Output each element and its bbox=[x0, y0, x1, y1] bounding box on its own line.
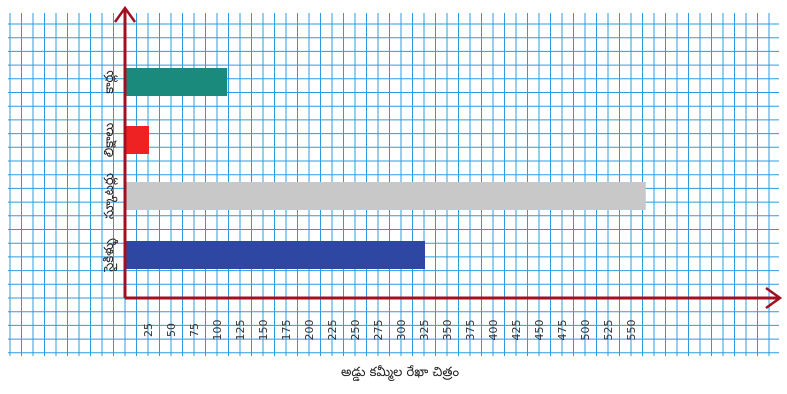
x-tick-label: 350 bbox=[441, 320, 454, 341]
category-label: సైకిళ్ళు bbox=[102, 237, 119, 272]
y-axis-arrow bbox=[113, 5, 137, 23]
x-tick-label: 375 bbox=[464, 320, 477, 341]
x-axis-arrow bbox=[765, 286, 783, 310]
x-tick-label: 425 bbox=[510, 320, 523, 341]
x-tick-label: 50 bbox=[165, 323, 178, 337]
bars bbox=[126, 68, 646, 269]
x-tick-label: 175 bbox=[280, 320, 293, 341]
x-tick-label: 525 bbox=[602, 320, 615, 341]
x-tick-label: 150 bbox=[257, 320, 270, 341]
x-tick-label: 25 bbox=[142, 323, 155, 337]
bar-1 bbox=[126, 68, 228, 96]
x-tick-label: 75 bbox=[188, 323, 201, 337]
x-tick-label: 125 bbox=[234, 320, 247, 341]
bar-3 bbox=[126, 182, 646, 210]
x-tick-label: 200 bbox=[303, 320, 316, 341]
axes bbox=[113, 5, 783, 310]
category-label: స్కూటర్లు bbox=[102, 172, 118, 219]
x-tick-label: 275 bbox=[372, 320, 385, 341]
x-tick-label: 550 bbox=[625, 320, 638, 341]
x-tick-label: 400 bbox=[487, 320, 500, 341]
x-tick-label: 475 bbox=[556, 320, 569, 341]
x-tick-label: 325 bbox=[418, 320, 431, 341]
category-label: కార్లు bbox=[102, 70, 118, 94]
x-tick-label: 250 bbox=[349, 320, 362, 341]
bar-4 bbox=[126, 241, 425, 269]
bar-2 bbox=[126, 126, 149, 154]
category-labels: కార్లు లిక్షాలు స్కూటర్లు సైకిళ్ళు bbox=[102, 70, 119, 273]
category-label: లిక్షాలు bbox=[102, 122, 117, 157]
x-axis-title: అడ్డు కమ్మీల రేఖా చిత్రం bbox=[341, 365, 460, 382]
x-tick-label: 100 bbox=[211, 320, 224, 341]
x-tick-label: 500 bbox=[579, 320, 592, 341]
x-tick-label: 450 bbox=[533, 320, 546, 341]
x-tick-label: 300 bbox=[395, 320, 408, 341]
x-tick-labels: 25 50 75 100 125 150 175 200 225 250 275 300 325 350 3… bbox=[142, 320, 638, 341]
x-tick-label: 225 bbox=[326, 320, 339, 341]
